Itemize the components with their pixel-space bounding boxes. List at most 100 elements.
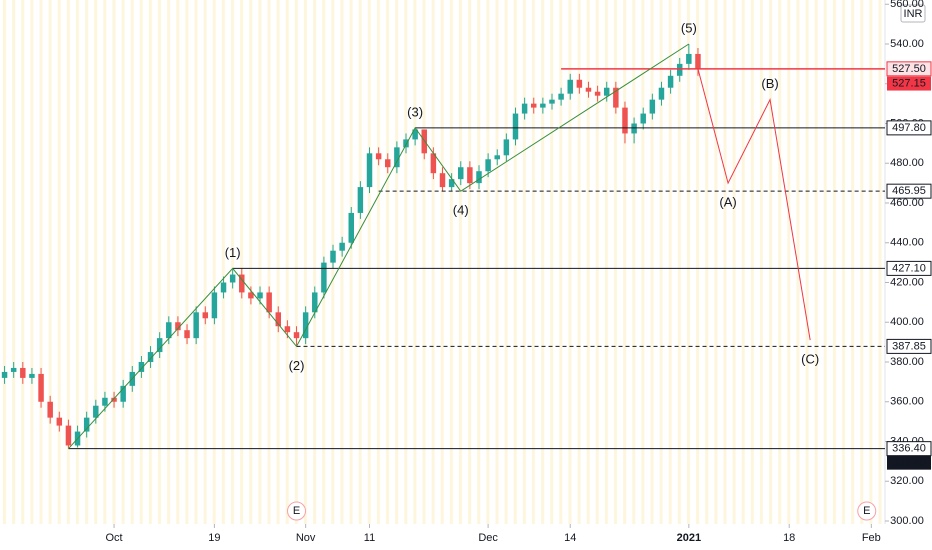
candle-body xyxy=(603,87,610,96)
wave-label: (4) xyxy=(453,203,469,218)
candle-body xyxy=(503,139,510,156)
level-tag-label: 427.10 xyxy=(892,262,926,274)
candle-body xyxy=(558,93,564,100)
candle-body xyxy=(366,153,373,188)
candle-body xyxy=(640,113,646,124)
level-tag xyxy=(886,338,932,354)
candle-body xyxy=(138,362,145,372)
candle-body xyxy=(394,147,400,168)
candle-body xyxy=(147,352,154,362)
level-tag-label: 527.50 xyxy=(892,63,926,75)
candle-body xyxy=(549,99,555,104)
x-tick-label: Feb xyxy=(862,532,881,544)
y-tick-label: 440.00 xyxy=(890,237,924,249)
wave-label: (1) xyxy=(225,245,241,260)
candle-body xyxy=(257,292,263,299)
candle-body xyxy=(385,159,391,168)
candle-body xyxy=(667,75,674,88)
wave-label: (3) xyxy=(407,104,423,119)
price-tag xyxy=(887,76,931,91)
candle-body xyxy=(412,129,418,140)
price-tag xyxy=(887,455,931,470)
currency: INR xyxy=(904,8,923,20)
y-tick-label: 380.00 xyxy=(890,356,924,368)
candle-body xyxy=(166,322,172,339)
candle-body xyxy=(348,212,354,243)
level-tag xyxy=(886,260,932,276)
wave-label: (A) xyxy=(719,195,736,210)
candle-body xyxy=(512,113,519,140)
y-tick-label: 300.00 xyxy=(890,515,924,527)
candle-body xyxy=(56,417,63,426)
candle-body xyxy=(613,87,619,108)
candle-body xyxy=(312,292,318,313)
level-tag-label: 497.80 xyxy=(892,122,926,134)
candle-body xyxy=(330,250,336,263)
y-tick-label: 560.00 xyxy=(890,0,924,10)
plot-background xyxy=(0,0,885,524)
y-tick-label: 420.00 xyxy=(890,276,924,288)
candle-body xyxy=(658,87,665,100)
x-tick-label: Nov xyxy=(296,532,316,544)
candle-body xyxy=(476,171,482,184)
candle-body xyxy=(676,63,683,76)
candle-body xyxy=(439,173,446,188)
candle-body xyxy=(65,425,72,446)
candle-body xyxy=(448,179,455,188)
candle-body xyxy=(531,103,537,108)
level-tag-label: 465.95 xyxy=(892,185,926,197)
candle-body xyxy=(339,242,345,251)
candle-body xyxy=(156,338,163,353)
candle-body xyxy=(467,167,473,184)
candle-body xyxy=(302,312,309,339)
currency-box xyxy=(900,4,926,23)
candle-body xyxy=(175,322,181,331)
candle-body xyxy=(193,312,199,339)
candle-body xyxy=(102,397,108,406)
candle-body xyxy=(83,417,90,432)
candle-body xyxy=(248,292,254,299)
wave-line xyxy=(68,43,690,449)
wave-label: (5) xyxy=(681,20,697,35)
candle-body xyxy=(594,91,601,96)
candle-body xyxy=(540,103,546,108)
candle-body xyxy=(430,153,437,174)
x-tick-label: 14 xyxy=(564,532,576,544)
candle-body xyxy=(521,103,528,114)
y-tick-label: 460.00 xyxy=(890,197,924,209)
candle-body xyxy=(211,292,218,319)
x-tick-label: 2021 xyxy=(677,532,701,544)
candle-body xyxy=(229,274,236,283)
level-tag-label: 336.40 xyxy=(892,443,926,455)
candle-body xyxy=(458,167,464,180)
candle-body xyxy=(631,123,637,134)
candle-body xyxy=(47,401,53,418)
event-label: E xyxy=(863,505,870,517)
x-tick-label: Dec xyxy=(478,532,498,544)
wave-label: (B) xyxy=(761,76,778,91)
x-tick-label: 19 xyxy=(208,532,220,544)
event-marker xyxy=(287,501,307,521)
candle-body xyxy=(220,282,227,293)
wave-line xyxy=(697,68,811,341)
candle-body xyxy=(567,79,573,94)
candle-body xyxy=(239,274,245,293)
event-label: E xyxy=(293,505,300,517)
y-tick-label: 400.00 xyxy=(890,316,924,328)
candle-body xyxy=(649,99,656,114)
level-tag xyxy=(886,61,932,77)
candle-body xyxy=(321,262,327,293)
price-tag-label: 527.15 xyxy=(892,77,926,89)
candle-body xyxy=(266,292,272,313)
candle-body xyxy=(29,373,35,378)
x-tick-label: 18 xyxy=(783,532,795,544)
x-tick-label: 11 xyxy=(364,532,375,544)
wave-label: (2) xyxy=(289,358,305,373)
wave-label: (C) xyxy=(801,352,819,367)
candle-body xyxy=(293,332,300,339)
candle-body xyxy=(10,367,17,372)
candle-body xyxy=(686,53,692,64)
candle-body xyxy=(120,385,126,402)
y-tick-label: 540.00 xyxy=(890,38,924,50)
